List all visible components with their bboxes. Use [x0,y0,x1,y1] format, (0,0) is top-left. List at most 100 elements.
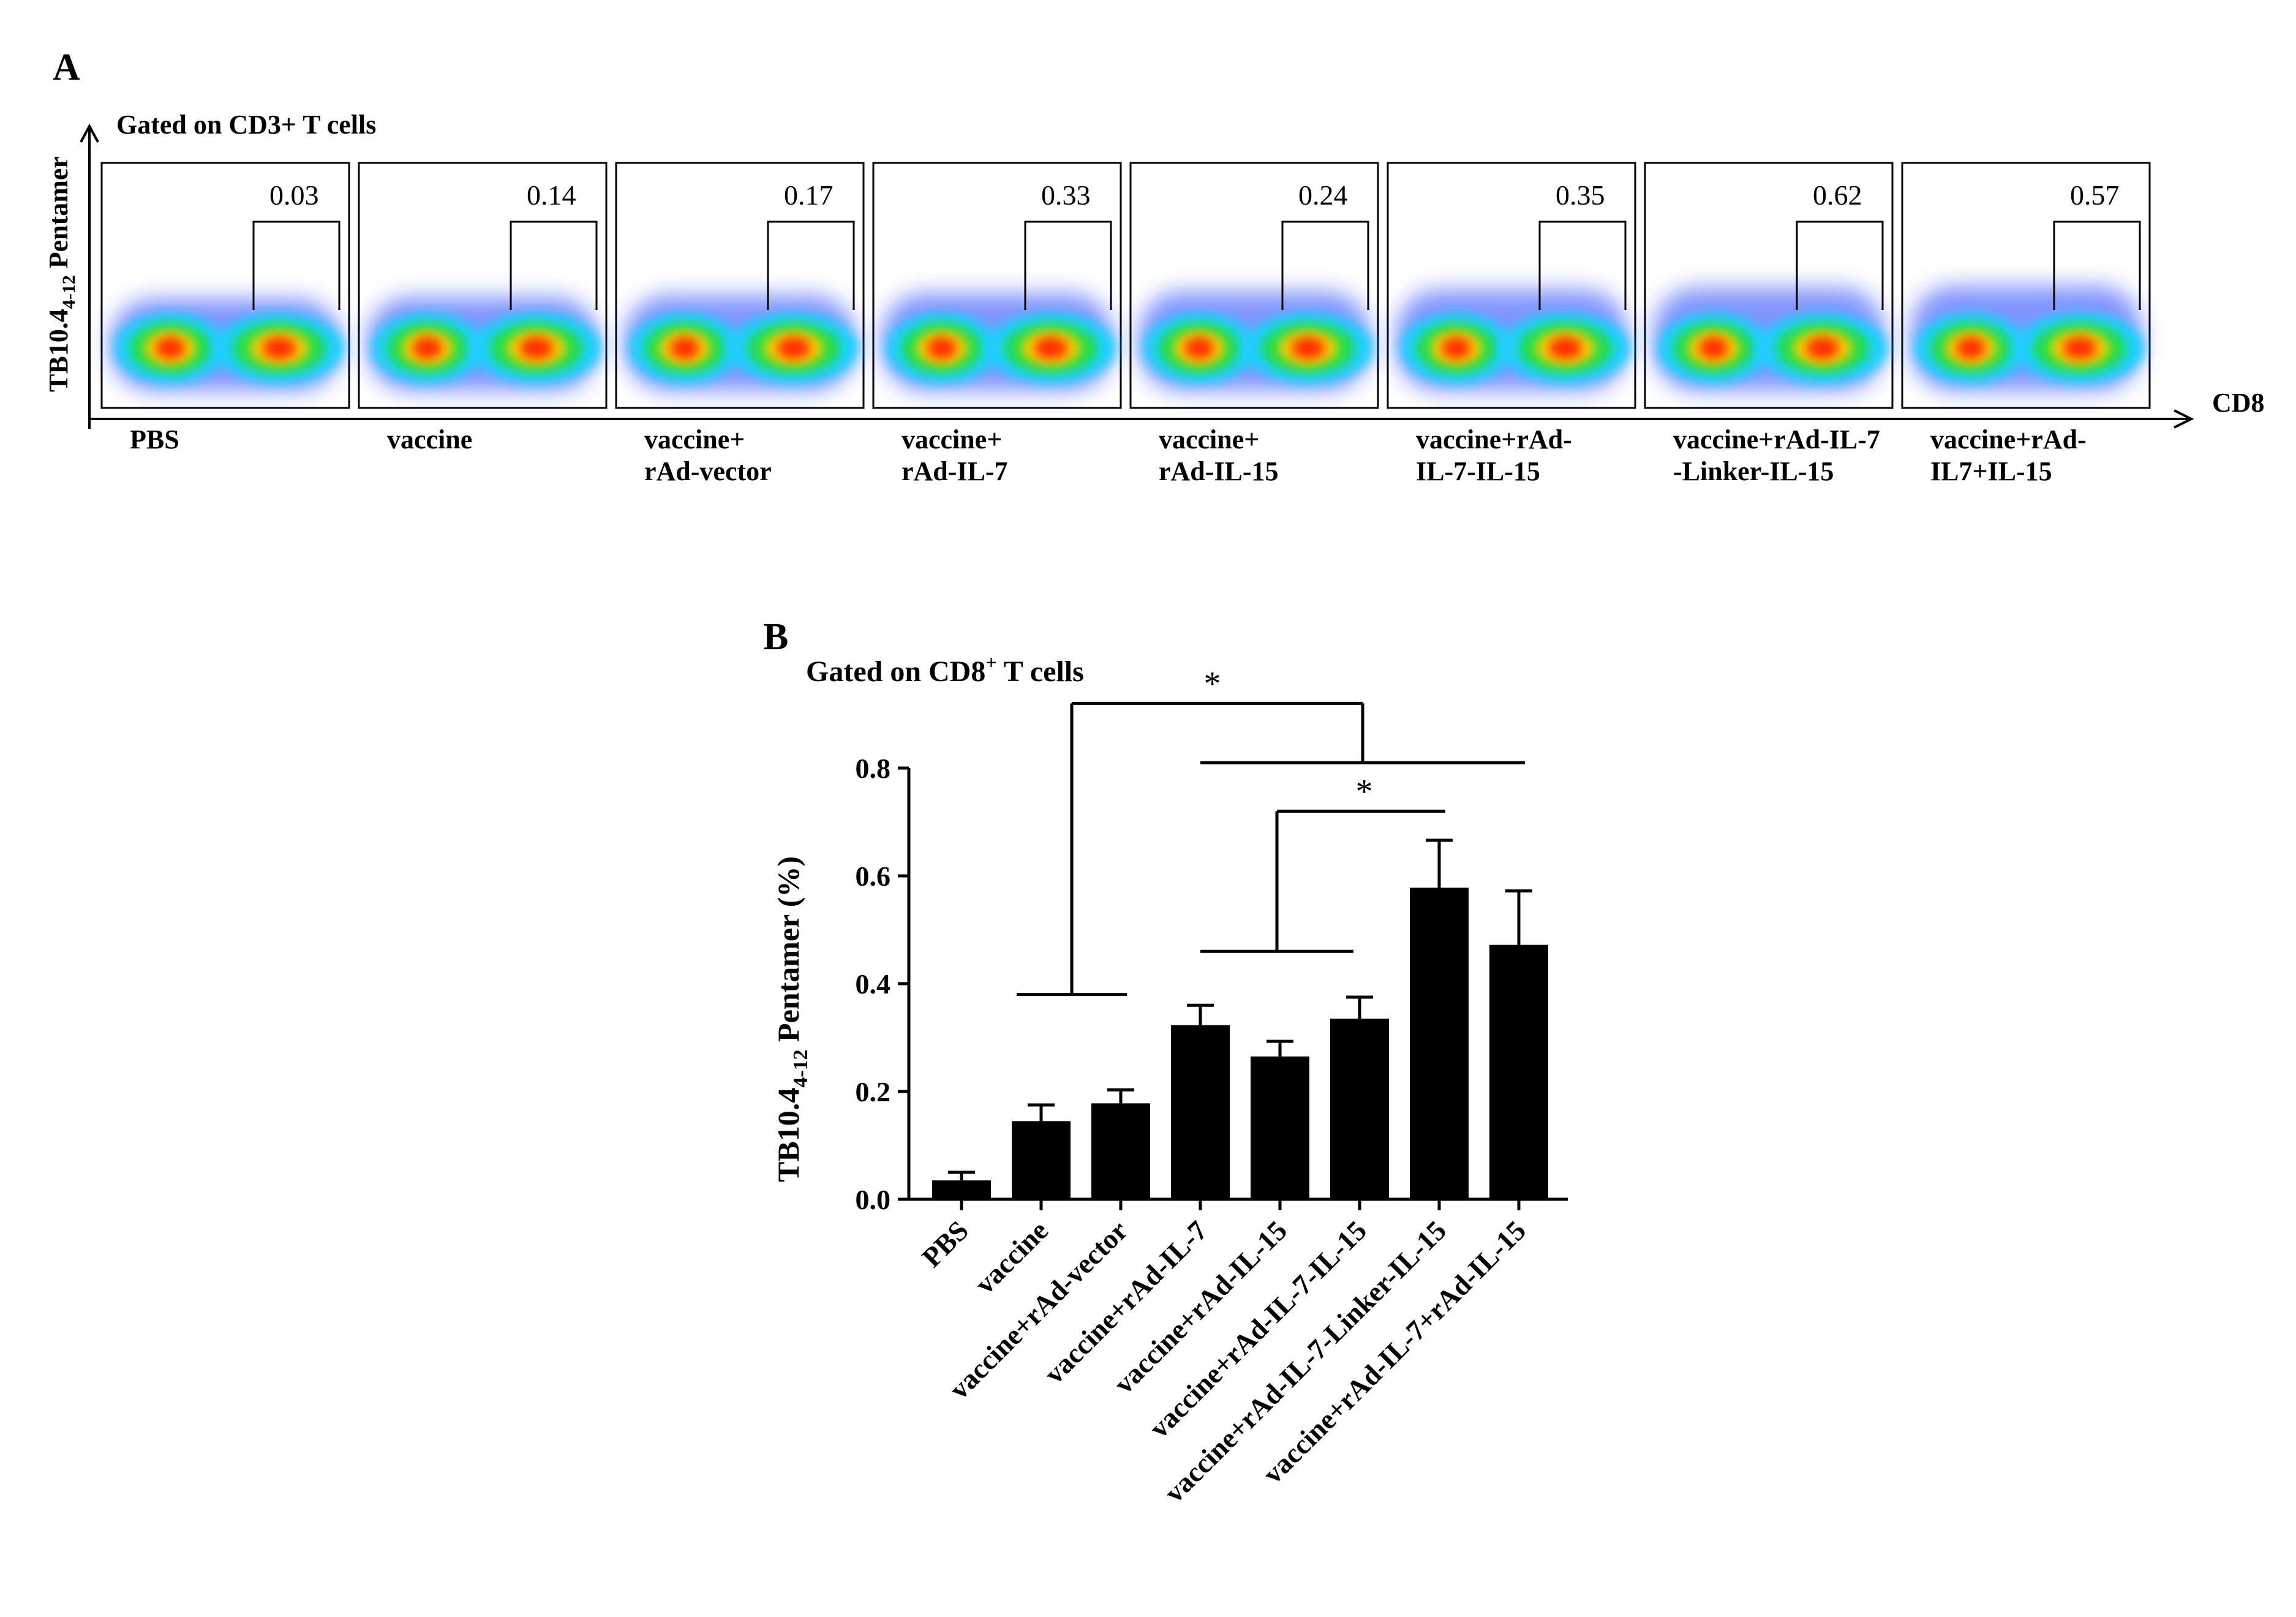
bar-y-label-sub: 4-12 [789,1049,812,1087]
bar [1330,1019,1389,1199]
density-red [413,337,442,359]
flow-plot: 0.17 vaccine+ rAd-vector [615,162,865,486]
panel-a-label: A [53,47,80,88]
y-tick-label: 0.8 [856,753,891,784]
panel-b: B Gated on CD8+ T cells TB10.44-12 Penta… [763,616,1568,1509]
flow-plot: 0.24 vaccine+ rAd-IL-15 [1129,162,1379,486]
flow-group-label-line: vaccine+ [644,424,745,454]
bar [1489,944,1548,1199]
gate-box [1538,221,1627,310]
flow-group-label: vaccine+ rAd-IL-7 [901,424,1008,486]
cd8-negative-population [1657,312,1770,383]
cd8-positive-population [1243,312,1373,383]
x-tick-label: vaccine+rAd-IL-7-Linker-IL-15 [1158,1215,1452,1509]
flow-plot: 0.33 vaccine+ rAd-IL-7 [872,162,1122,486]
bar [1251,1056,1309,1199]
cd8-negative-population [1400,312,1513,383]
bar [932,1180,991,1199]
panel-b-gate-sup: + [985,651,996,673]
density-red [1956,337,1985,359]
bar [1410,888,1469,1199]
flow-group-label-line: -Linker-IL-15 [1673,456,1834,486]
flow-group-label: vaccine+rAd-IL-7 -Linker-IL-15 [1673,424,1880,486]
gate-box [2053,221,2141,310]
panel-a-y-arrowhead [80,123,99,143]
gate-percentage: 0.03 [269,179,319,211]
gate-box [767,221,855,310]
flow-group-label: PBS [130,424,179,454]
cd8-negative-population [1143,312,1255,383]
flow-group-label-line: vaccine+ [901,424,1002,454]
bar-chart-y-axis-label: TB10.44-12 Pentamer (%) [771,856,812,1182]
panel-b-label: B [763,616,788,658]
cd8-negative-population [1914,312,2027,383]
flow-group-label-line: vaccine+rAd- [1416,424,1572,454]
bar [1171,1025,1230,1199]
density-red [1699,337,1728,359]
flow-group-label-line: vaccine+ [1159,424,1259,454]
cd8-negative-population [114,312,227,383]
cd8-negative-population [628,312,741,383]
gate-percentage: 0.62 [1813,179,1862,211]
density-red [777,337,811,359]
gate-box [510,221,598,310]
panel-a-y-axis-label: TB10.44-12 Pentamer [43,156,79,392]
x-tick-label: PBS [916,1215,974,1273]
gate-box [1281,221,1369,310]
bar-chart: 0.00.20.40.60.8PBSvaccinevaccine+rAd-vec… [856,665,1568,1509]
flow-group-label-line: IL7+IL-15 [1930,456,2052,486]
density-red [1442,337,1471,359]
flow-plot: 0.62 vaccine+rAd-IL-7 -Linker-IL-15 [1644,162,1894,486]
density-red [927,337,957,359]
cd8-positive-population [729,312,859,383]
panel-b-gate-prefix: Gated on CD8 [806,655,985,688]
gate-box [252,221,341,310]
flow-group-label-line: rAd-IL-15 [1159,456,1279,486]
cd8-positive-population [986,312,1116,383]
flow-plot: 0.03 PBS [100,162,350,454]
density-red [2063,337,2097,359]
gate-box [1024,221,1112,310]
panel-a-y-label-main: TB10.4 [43,309,73,392]
significance-star: * [1204,665,1221,703]
y-tick-label: 0.6 [856,861,891,892]
cd8-negative-population [886,312,998,383]
bar-y-label-main: TB10.4 [771,1088,805,1182]
flow-group-label: vaccine [387,424,472,454]
gate-percentage: 0.14 [527,179,576,211]
panel-a-x-axis-label: CD8 [2212,388,2265,418]
panel-b-gate-suffix: T cells [997,655,1084,688]
cd8-negative-population [371,312,484,383]
flow-plot: 0.14 vaccine [358,162,608,454]
density-red [1034,337,1068,359]
flow-group-label-line: vaccine+rAd-IL-7 [1673,424,1880,454]
panel-a: A Gated on CD3+ T cells CD8 TB10.44-12 P… [43,47,2265,486]
gate-percentage: 0.57 [2070,179,2120,211]
flow-group-label-line: IL-7-IL-15 [1416,456,1540,486]
gate-percentage: 0.24 [1298,179,1348,211]
flow-group-label: vaccine+rAd-IL-7-IL-15 [1416,424,1572,486]
density-red [1291,337,1325,359]
cd8-positive-population [1758,312,1888,383]
panel-a-gate-label: Gated on CD3+ T cells [116,110,376,140]
panel-a-y-label-tail: Pentamer [43,156,73,275]
density-red [1805,337,1840,359]
gate-percentage: 0.35 [1556,179,1605,211]
flow-group-label-line: vaccine [387,424,472,454]
flow-plot: 0.35 vaccine+rAd-IL-7-IL-15 [1387,162,1636,486]
flow-group-label-line: rAd-IL-7 [901,456,1008,486]
panel-a-x-arrowhead [2174,409,2194,429]
density-red [519,337,554,359]
flow-plot: 0.57 vaccine+rAd-IL7+IL-15 [1901,162,2151,486]
bar [1012,1121,1071,1199]
density-red [1548,337,1583,359]
gate-box [1796,221,1884,310]
cd8-positive-population [1500,312,1630,383]
cd8-positive-population [2015,312,2145,383]
y-tick-label: 0.0 [856,1184,891,1215]
flow-group-label: vaccine+ rAd-IL-15 [1159,424,1279,486]
density-red [1184,337,1214,359]
gate-percentage: 0.17 [784,179,834,211]
